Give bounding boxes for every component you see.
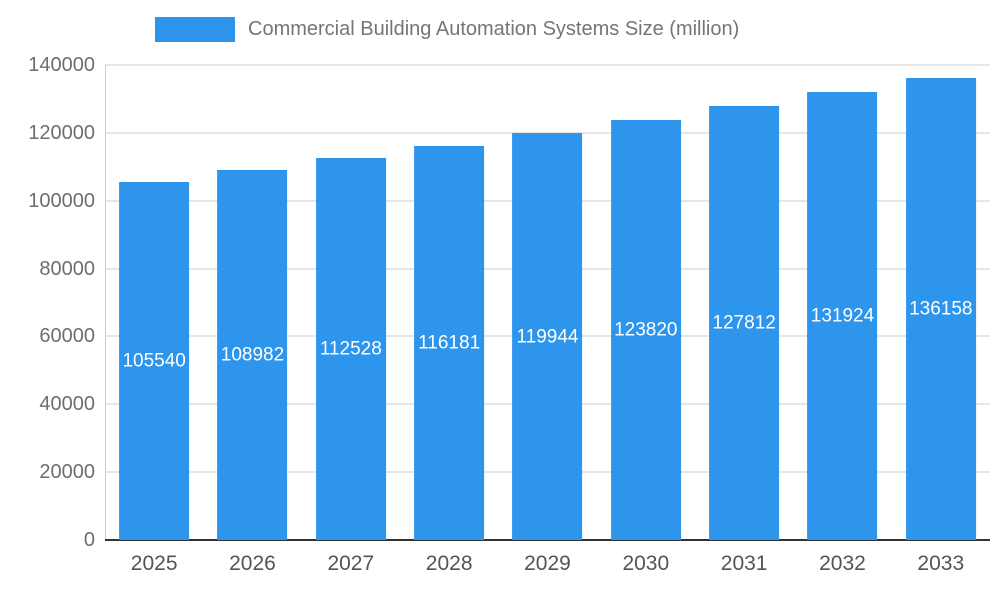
bar-value-label: 112528 <box>319 338 382 360</box>
legend: Commercial Building Automation Systems S… <box>155 17 739 42</box>
bar-value-label: 131924 <box>810 305 875 327</box>
bar-2033[interactable]: 136158 <box>905 78 976 540</box>
bar-value-label: 123820 <box>614 319 678 341</box>
y-tick-label: 40000 <box>39 393 95 416</box>
x-tick-label-2028: 2028 <box>425 552 473 575</box>
bar-band: 116181 <box>400 65 498 540</box>
bar-value-label: 119944 <box>516 326 579 348</box>
bar-band: 105540 <box>105 65 203 540</box>
bar-band: 131924 <box>793 65 891 540</box>
bar-2026[interactable]: 108982 <box>217 170 288 540</box>
y-tick-label: 80000 <box>39 257 95 280</box>
plot-area: 105540 108982 112528 116181 119944 123820 1278… <box>28 55 990 550</box>
y-tick-label: 120000 <box>28 121 95 144</box>
y-axis-line <box>105 65 106 540</box>
gridline <box>105 132 990 134</box>
x-tick-label-2031: 2031 <box>720 552 768 575</box>
x-tick-label-2026: 2026 <box>229 552 276 575</box>
bar-2025[interactable]: 105540 <box>119 181 190 540</box>
y-tick-label: 140000 <box>28 54 95 76</box>
bar-band: 136158 <box>892 65 990 540</box>
bar-2032[interactable]: 131924 <box>807 92 878 540</box>
bar-2028[interactable]: 116181 <box>414 145 485 540</box>
legend-swatch <box>155 17 235 42</box>
x-tick-label-2025: 2025 <box>130 552 178 575</box>
y-tick-label: 100000 <box>28 189 95 212</box>
x-tick-label-2027: 2027 <box>327 552 375 575</box>
bar-band: 123820 <box>597 65 695 540</box>
y-tick-label: 20000 <box>39 461 95 484</box>
bar-2031[interactable]: 127812 <box>709 106 780 540</box>
x-axis-labels: 2025 2026 2027 2028 2029 2030 2031 2032 2033 <box>105 552 990 576</box>
chart-title: Commercial Building Automation Systems S… <box>248 18 740 40</box>
bar-band: 119944 <box>498 65 596 540</box>
x-tick-label-2033: 2033 <box>917 552 965 575</box>
bar-value-label: 127812 <box>712 312 776 334</box>
bar-2029[interactable]: 119944 <box>512 133 583 540</box>
x-tick-label-2029: 2029 <box>524 552 571 575</box>
bar-band: 127812 <box>695 65 793 540</box>
y-tick-label: 0 <box>83 529 95 551</box>
bar-series: 105540 108982 112528 116181 119944 123820 1278… <box>105 65 990 540</box>
bar-value-label: 116181 <box>418 332 481 354</box>
bar-value-label: 136158 <box>909 298 973 320</box>
bar-2030[interactable]: 123820 <box>610 119 681 540</box>
bar-band: 108982 <box>203 65 301 540</box>
y-tick-label: 60000 <box>39 325 95 348</box>
gridline <box>105 64 990 66</box>
bar-value-label: 105540 <box>122 350 186 372</box>
x-axis-line <box>105 539 990 541</box>
x-tick-label-2030: 2030 <box>622 552 670 575</box>
bar-band: 112528 <box>302 65 400 540</box>
x-tick-label-2032: 2032 <box>819 552 866 575</box>
bar-value-label: 108982 <box>220 344 285 366</box>
bar-2027[interactable]: 112528 <box>315 158 386 540</box>
